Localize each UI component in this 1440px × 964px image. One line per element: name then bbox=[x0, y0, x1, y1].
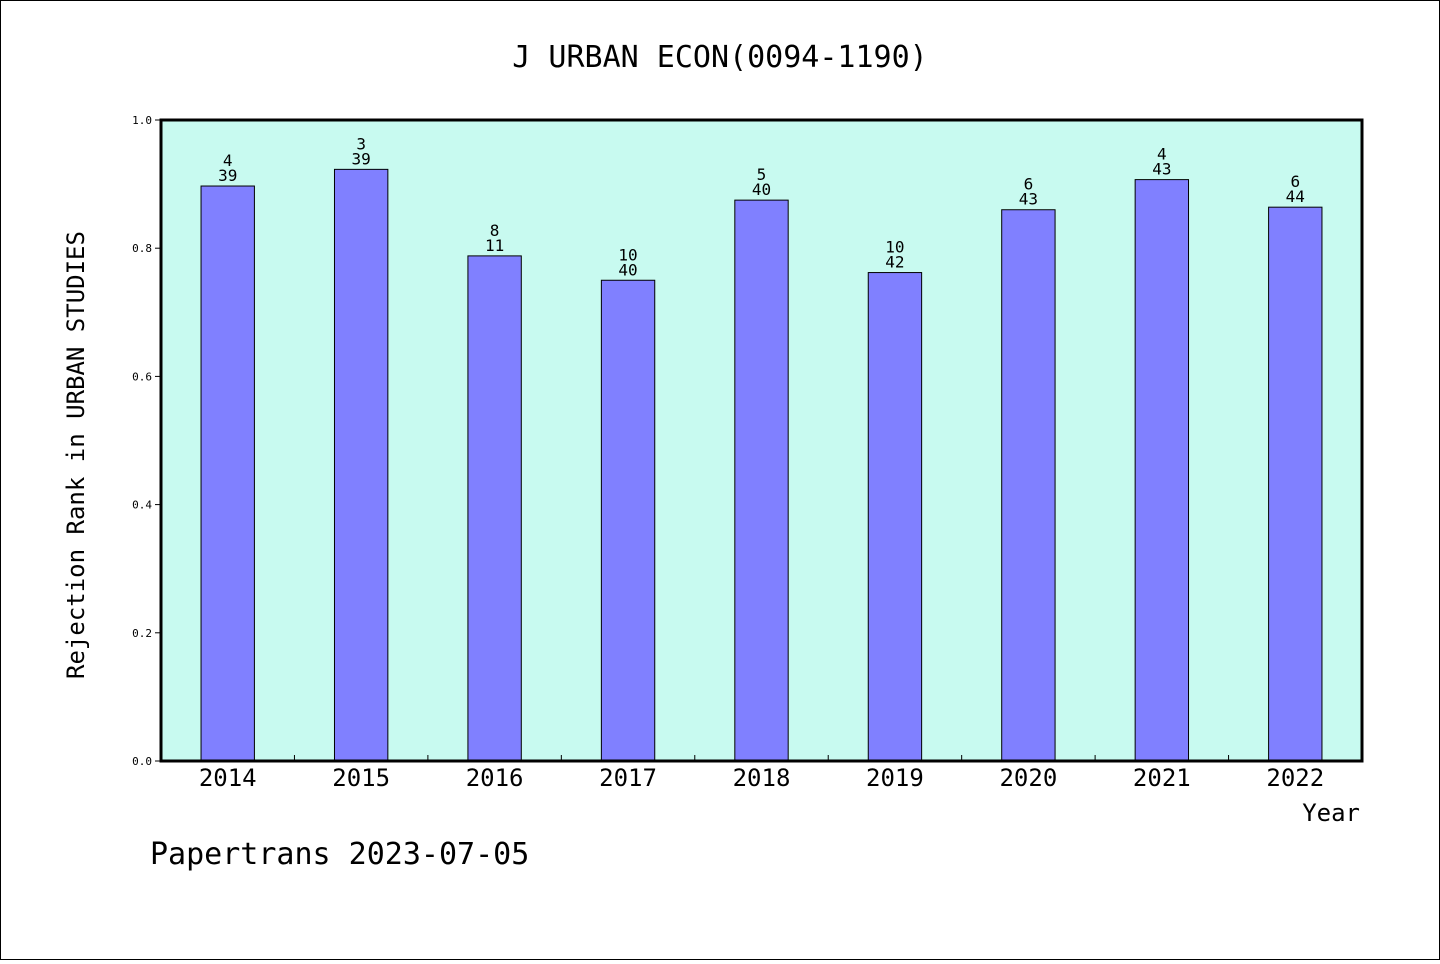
bar-2022 bbox=[1268, 206, 1323, 762]
y-tick-label: 0.8 bbox=[132, 242, 152, 255]
bar-label-top: 10 bbox=[885, 238, 904, 257]
x-tick-label: 2014 bbox=[199, 764, 257, 792]
bar-label-top: 8 bbox=[490, 221, 500, 240]
x-tick-label: 2016 bbox=[466, 764, 524, 792]
bar-label-top: 4 bbox=[1157, 145, 1167, 164]
chart-title: J URBAN ECON(0094-1190) bbox=[512, 40, 927, 75]
bar-label-bottom: 40 bbox=[752, 180, 771, 199]
x-tick-label: 2020 bbox=[999, 764, 1057, 792]
bar-label-bottom: 11 bbox=[485, 236, 504, 255]
bar-label-bottom: 42 bbox=[885, 253, 904, 272]
bar-label-top: 6 bbox=[1024, 175, 1034, 194]
footer-credit: Papertrans 2023-07-05 bbox=[150, 837, 529, 872]
bar-2017 bbox=[600, 279, 656, 762]
bar-2014 bbox=[200, 185, 255, 762]
bar-2015 bbox=[333, 168, 389, 762]
plot-border bbox=[159, 118, 1364, 763]
bar-label-top: 5 bbox=[757, 165, 767, 184]
bars bbox=[200, 168, 1323, 762]
x-tick-label: 2019 bbox=[866, 764, 924, 792]
bar-label-top: 4 bbox=[223, 151, 233, 170]
bar-2016 bbox=[467, 255, 522, 762]
bar-label-bottom: 43 bbox=[1019, 190, 1038, 209]
bar-label-bottom: 39 bbox=[218, 166, 237, 185]
x-tick-label: 2018 bbox=[733, 764, 791, 792]
x-axis-label: Year bbox=[1302, 799, 1360, 827]
bar-2020 bbox=[1001, 209, 1056, 762]
bar-label-bottom: 43 bbox=[1152, 160, 1171, 179]
y-tick-label: 0.0 bbox=[132, 755, 152, 768]
y-axis-ticks: 0.0 0.2 0.4 0.6 0.8 1.0 bbox=[132, 114, 161, 768]
y-tick-label: 1.0 bbox=[132, 114, 152, 127]
bar-2018 bbox=[734, 199, 789, 762]
bar-label-bottom: 39 bbox=[352, 149, 371, 168]
x-tick-label: 2021 bbox=[1133, 764, 1191, 792]
bar-label-top: 6 bbox=[1290, 172, 1300, 191]
y-tick-label: 0.6 bbox=[132, 370, 152, 383]
bar-label-bottom: 44 bbox=[1286, 187, 1305, 206]
x-tick-label: 2022 bbox=[1266, 764, 1324, 792]
bar-label-top: 10 bbox=[618, 245, 637, 264]
y-tick-label: 0.4 bbox=[132, 499, 152, 512]
y-axis-label: Rejection Rank in URBAN STUDIES bbox=[62, 231, 90, 679]
x-tick-label: 2015 bbox=[332, 764, 390, 792]
bar-2021 bbox=[1134, 179, 1190, 762]
y-tick-label: 0.2 bbox=[132, 627, 152, 640]
bar-label-bottom: 40 bbox=[618, 260, 637, 279]
bar-2019 bbox=[867, 272, 923, 762]
x-tick-label: 2017 bbox=[599, 764, 657, 792]
data-labels: 4392014339201581120161040201754020181042… bbox=[199, 134, 1324, 792]
bar-label-top: 3 bbox=[356, 134, 366, 153]
